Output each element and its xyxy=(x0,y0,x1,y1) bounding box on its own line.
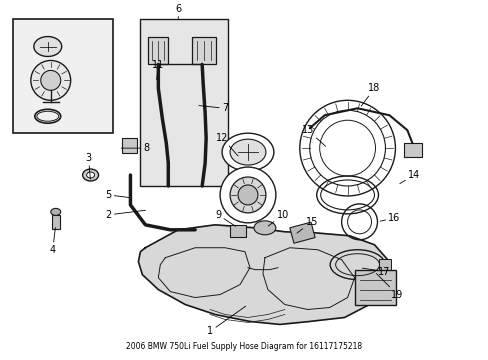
Circle shape xyxy=(229,177,265,213)
Text: 5: 5 xyxy=(105,190,129,200)
Text: 19: 19 xyxy=(376,274,403,300)
Text: 8: 8 xyxy=(121,143,149,153)
Bar xyxy=(354,270,396,305)
Text: 11: 11 xyxy=(152,60,164,80)
Text: 7: 7 xyxy=(199,103,228,113)
Ellipse shape xyxy=(229,139,265,165)
Text: 6: 6 xyxy=(175,4,181,19)
Text: 10: 10 xyxy=(267,210,288,226)
Polygon shape xyxy=(138,225,388,324)
Ellipse shape xyxy=(86,172,94,178)
Bar xyxy=(379,259,390,271)
Text: 13: 13 xyxy=(301,125,325,146)
Text: 1: 1 xyxy=(206,306,245,336)
Bar xyxy=(122,138,137,153)
Text: 17: 17 xyxy=(362,267,390,276)
Text: 2006 BMW 750Li Fuel Supply Hose Diagram for 16117175218: 2006 BMW 750Li Fuel Supply Hose Diagram … xyxy=(126,342,362,351)
Bar xyxy=(229,225,245,237)
Bar xyxy=(404,143,422,157)
Ellipse shape xyxy=(51,208,61,215)
Circle shape xyxy=(238,185,258,205)
Bar xyxy=(13,19,112,133)
Circle shape xyxy=(41,71,61,90)
Ellipse shape xyxy=(222,133,273,171)
Text: 18: 18 xyxy=(361,84,380,106)
Text: 3: 3 xyxy=(85,153,91,179)
Ellipse shape xyxy=(253,221,275,235)
Bar xyxy=(140,19,227,186)
Circle shape xyxy=(31,60,71,100)
Bar xyxy=(148,37,168,64)
Text: 9: 9 xyxy=(215,210,235,226)
Circle shape xyxy=(299,100,395,196)
Text: 14: 14 xyxy=(399,170,420,184)
Bar xyxy=(192,37,216,64)
Text: 4: 4 xyxy=(50,228,56,255)
Text: 15: 15 xyxy=(296,217,317,233)
Text: 16: 16 xyxy=(379,213,400,223)
Circle shape xyxy=(220,167,275,223)
Bar xyxy=(289,222,314,243)
Text: 12: 12 xyxy=(216,133,238,156)
Ellipse shape xyxy=(82,169,99,181)
Text: 2: 2 xyxy=(105,210,145,220)
Bar xyxy=(52,215,60,229)
Ellipse shape xyxy=(34,37,61,57)
